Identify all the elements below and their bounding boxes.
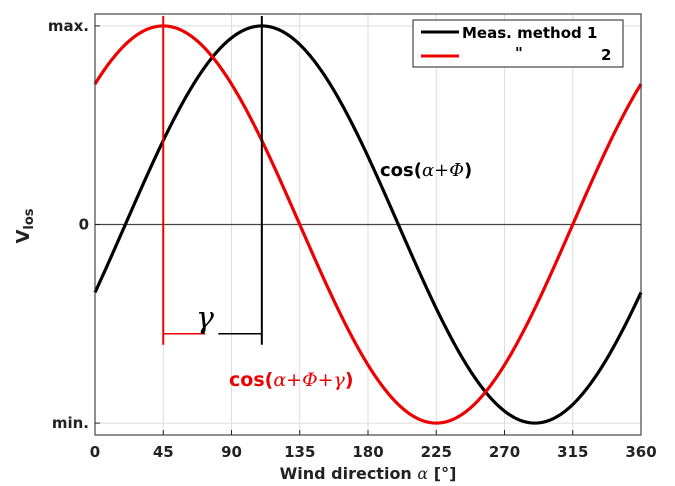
x-tick-label: 360 [625,443,656,461]
y-axis-label-main: V [13,230,34,244]
gamma-label: γ [196,301,214,336]
x-tick-label: 90 [221,443,242,461]
legend: Meas. method 1 " 2 [412,19,624,68]
x-axis-label-symbol: α [417,464,428,483]
x-tick-label: 315 [557,443,588,461]
x-tick-label: 180 [352,443,383,461]
y-axis-label: Vlos [13,208,37,243]
series-line-1 [93,24,643,425]
x-tick-label: 0 [90,443,100,461]
legend-box [412,19,624,68]
annotation-red-suffix: ) [345,369,354,391]
annotation-black-suffix: ) [464,160,472,181]
annotation-red-formula: cos(α+Φ+γ) [229,369,354,391]
series-line-2 [93,24,643,425]
x-tick-label: 225 [421,443,452,461]
x-tick-label: 135 [284,443,315,461]
annotation-black-math: α+Φ [422,160,464,181]
legend-label-series-2: " [515,44,523,62]
legend-label-series-1: Meas. method 1 [462,24,597,42]
annotation-red-prefix: cos( [229,369,273,391]
y-tick-label: min. [52,414,89,432]
x-axis-label-prefix: Wind direction [280,464,418,483]
x-axis-label: Wind direction α [°] [280,464,457,483]
annotation-black-formula: cos(α+Φ) [380,160,472,181]
x-axis-label-suffix: [°] [428,464,456,483]
x-tick-label: 45 [153,443,174,461]
series-layer [93,24,643,425]
annotation-black-prefix: cos( [380,160,422,181]
legend-label-series-2-suffix: 2 [601,46,611,64]
y-axis-label-sub: los [22,208,37,229]
annotation-red-math: α+Φ+γ [273,369,345,391]
y-tick-label: 0 [79,216,89,234]
y-tick-label: max. [48,17,89,35]
x-tick-label: 270 [489,443,520,461]
marker-layer [162,16,263,345]
